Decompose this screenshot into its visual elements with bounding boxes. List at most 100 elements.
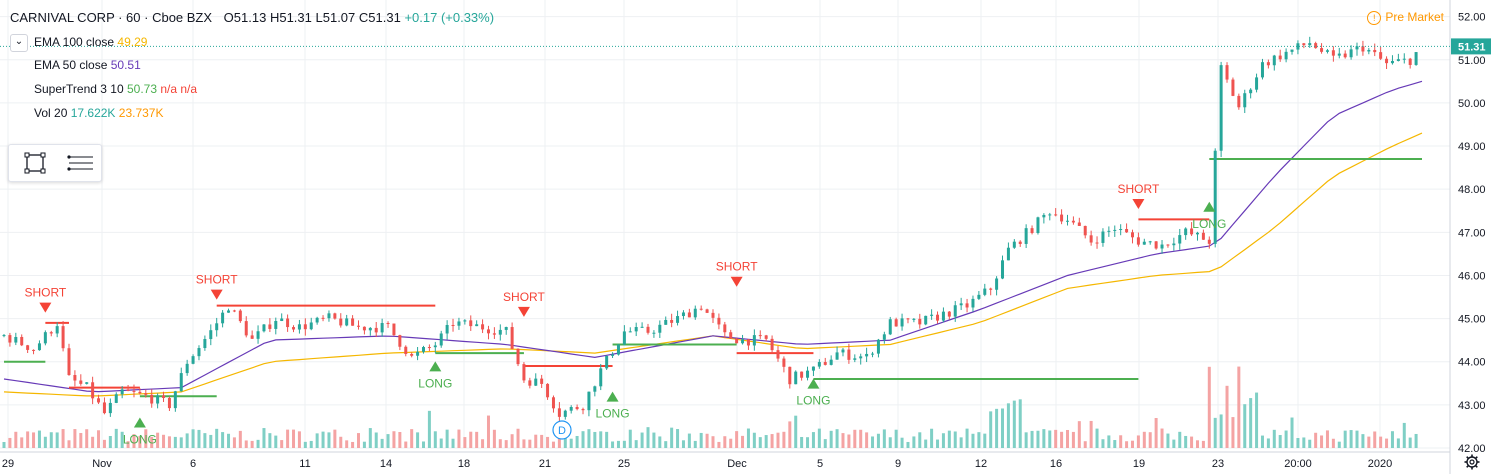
candle-body <box>463 320 467 322</box>
candle-body <box>73 375 77 381</box>
candle-body <box>646 326 650 333</box>
volume-bar <box>1024 432 1028 448</box>
volume-bar <box>1066 429 1069 448</box>
candle-body <box>132 390 136 392</box>
volume-bar <box>1001 408 1005 448</box>
candle-body <box>1083 225 1087 236</box>
indicator-extra: n/a <box>180 82 198 96</box>
volume-bar <box>416 432 420 448</box>
lines-tool-icon[interactable] <box>59 149 99 177</box>
volume-bar <box>173 436 177 448</box>
candle-body <box>1290 49 1294 52</box>
candle-body <box>652 332 656 334</box>
indicator-supertrend[interactable]: SuperTrend 3 10 50.73 n/a n/a <box>34 82 197 96</box>
candle-body <box>811 366 815 371</box>
volume-bar <box>238 430 242 448</box>
candle-body <box>965 303 969 308</box>
volume-bar <box>1349 430 1353 448</box>
symbol-title[interactable]: CARNIVAL CORP · 60 · Cboe BZX <box>10 10 213 25</box>
candle-body <box>1231 79 1235 96</box>
volume-bar <box>516 428 520 448</box>
volume-bar <box>717 441 721 448</box>
volume-bar <box>1390 431 1394 448</box>
volume-bar <box>652 432 656 448</box>
candle-body <box>167 397 171 409</box>
candle-body <box>1402 58 1406 60</box>
collapse-chevron-icon[interactable]: ⌄ <box>10 34 28 52</box>
candle-body <box>717 317 721 325</box>
time-axis-label: 23 <box>1212 458 1224 470</box>
indicator-value: 50.73 <box>126 82 157 96</box>
candle-body <box>481 324 485 330</box>
volume-bar <box>616 440 620 448</box>
candle-body <box>1379 52 1383 59</box>
candle-body <box>1042 214 1046 218</box>
candle-body <box>37 343 41 351</box>
volume-bar <box>1148 432 1152 448</box>
volume-bar <box>1266 438 1270 448</box>
pre-market-indicator[interactable]: ! Pre Market <box>1367 10 1444 25</box>
volume-bar <box>1201 440 1205 448</box>
candle-body <box>764 335 768 339</box>
candle-body <box>374 327 378 333</box>
volume-bar <box>333 429 337 448</box>
volume-bar <box>274 435 278 448</box>
volume-bar <box>73 429 77 448</box>
volume-bar <box>102 439 106 448</box>
volume-bar <box>215 428 219 448</box>
volume-bar <box>303 441 307 448</box>
indicator-label: SuperTrend 3 10 <box>34 82 124 96</box>
ema100-line <box>3 132 1423 397</box>
volume-bar <box>150 436 154 448</box>
ohlc-values: O51.13 H51.31 L51.07 C51.31 +0.17 (+0.33… <box>224 10 494 25</box>
volume-bar <box>380 438 384 448</box>
volume-bar <box>1402 422 1406 448</box>
indicator-ema100[interactable]: ⌄ EMA 100 close 49.29 <box>10 34 147 52</box>
volume-bar <box>658 436 662 448</box>
candle-body <box>1136 237 1140 245</box>
candle-body <box>853 358 857 360</box>
volume-bar <box>61 429 65 448</box>
volume-bar <box>540 434 544 448</box>
candle-body <box>49 332 53 334</box>
price-axis-label: 45.00 <box>1458 314 1486 326</box>
time-axis-label: 5 <box>817 458 823 470</box>
indicator-label: EMA 100 close <box>34 35 115 50</box>
candle-body <box>475 324 479 327</box>
candle-body <box>1172 243 1176 246</box>
indicator-volume[interactable]: Vol 20 17.622K 23.737K <box>34 106 164 120</box>
volume-bar <box>1042 429 1046 448</box>
volume-bar <box>947 430 951 448</box>
candle-body <box>451 324 455 326</box>
volume-bar <box>876 433 880 448</box>
volume-bar <box>351 441 355 448</box>
volume-bar <box>676 429 680 448</box>
volume-bar <box>965 428 969 448</box>
candle-body <box>758 335 762 337</box>
price-axis-label: 48.00 <box>1458 184 1486 196</box>
candle-body <box>1308 43 1312 46</box>
candle-body <box>605 355 609 369</box>
candle-body <box>829 359 833 365</box>
candle-body <box>1260 62 1264 78</box>
candle-body <box>43 332 47 344</box>
indicator-label: EMA 50 close <box>34 58 108 72</box>
candle-body <box>179 373 183 392</box>
last-price-label: 51.31 <box>1458 41 1486 53</box>
volume-bar <box>368 428 372 448</box>
short-signal-arrow <box>730 276 743 287</box>
candle-body <box>1054 214 1058 216</box>
volume-bar <box>1231 417 1235 448</box>
volume-bar <box>587 429 591 448</box>
volume-bar <box>882 429 886 448</box>
volume-bar <box>410 429 414 448</box>
indicator-ema50[interactable]: EMA 50 close 50.51 <box>34 58 141 72</box>
rectangle-tool-icon[interactable] <box>15 149 55 177</box>
time-axis-label: 2020 <box>1368 458 1392 470</box>
candle-body <box>14 336 18 343</box>
volume-bar <box>605 431 609 448</box>
settings-gear-icon[interactable] <box>1464 454 1480 470</box>
volume-bar <box>114 428 118 448</box>
candle-body <box>380 323 384 333</box>
